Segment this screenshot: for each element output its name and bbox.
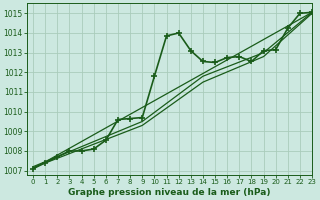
X-axis label: Graphe pression niveau de la mer (hPa): Graphe pression niveau de la mer (hPa) [68,188,271,197]
